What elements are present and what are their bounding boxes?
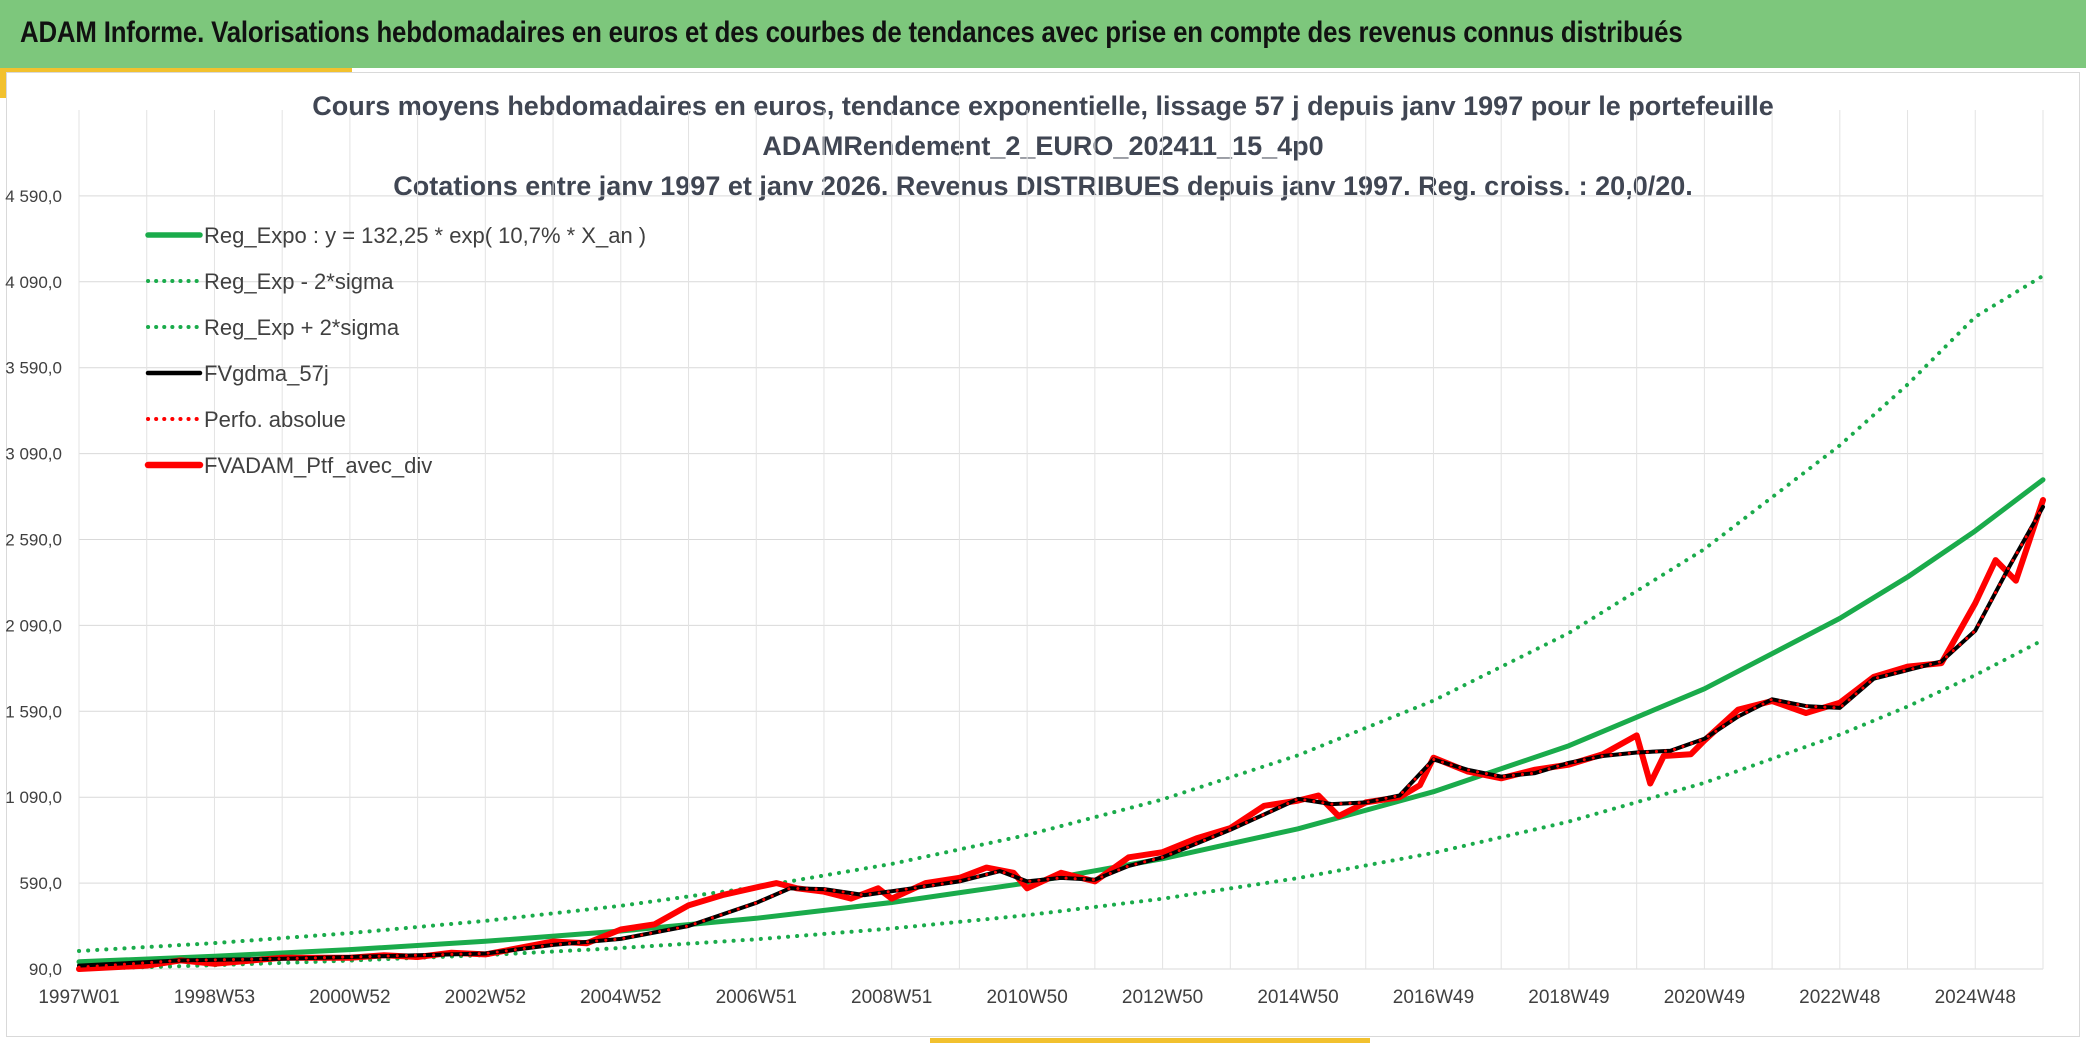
y-tick-label: 1 590,0 [5, 702, 62, 721]
series-line-5 [76, 497, 2046, 972]
legend-label: FVADAM_Ptf_avec_div [204, 453, 432, 478]
x-tick-label: 2024W48 [1935, 987, 2016, 1008]
x-tick-label: 2004W52 [580, 987, 661, 1008]
x-tick-label: 2022W48 [1799, 987, 1880, 1008]
y-tick-label: 3 590,0 [5, 359, 62, 378]
series-line-2 [77, 273, 2045, 953]
y-tick-label: 90,0 [29, 960, 62, 979]
y-tick-label: 4 590,0 [5, 187, 62, 206]
legend-label: Reg_Expo : y = 132,25 * exp( 10,7% * X_a… [204, 223, 646, 248]
y-tick-label: 2 590,0 [5, 531, 62, 550]
x-tick-label: 2014W50 [1257, 987, 1338, 1008]
series-line-4 [77, 505, 2045, 969]
x-tick-label: 2012W50 [1122, 987, 1203, 1008]
x-tick-label: 1997W01 [38, 987, 119, 1008]
y-tick-label: 3 090,0 [5, 445, 62, 464]
accent-strip-top [0, 68, 352, 73]
chart-grid [78, 110, 2044, 970]
y-tick-label: 2 090,0 [5, 616, 62, 635]
accent-strip-bottom [930, 1038, 1370, 1043]
header-bar: ADAM Informe. Valorisations hebdomadaire… [0, 0, 2086, 68]
x-tick-label: 2010W50 [986, 987, 1067, 1008]
x-tick-label: 1998W53 [174, 987, 255, 1008]
legend-label: FVgdma_57j [204, 361, 329, 386]
chart-axis-labels: 90,0 590,0 1 090,0 1 590,0 2 090,0 2 590,0 3 0… [5, 187, 2016, 1008]
y-tick-label: 4 090,0 [5, 273, 62, 292]
x-tick-label: 2002W52 [445, 987, 526, 1008]
legend-label: Reg_Exp + 2*sigma [204, 315, 400, 340]
series-line-3 [77, 504, 2045, 968]
x-tick-label: 2006W51 [716, 987, 797, 1008]
legend-label: Perfo. absolue [204, 407, 346, 432]
chart-series-layer [76, 273, 2046, 972]
series-line-1 [77, 638, 2045, 971]
y-tick-label: 590,0 [19, 874, 62, 893]
accent-strip-left [0, 68, 6, 98]
x-tick-label: 2000W52 [309, 987, 390, 1008]
chart-frame [6, 72, 2080, 1037]
y-tick-label: 1 090,0 [5, 788, 62, 807]
series-line-0 [76, 477, 2046, 965]
legend-label: Reg_Exp - 2*sigma [204, 269, 394, 294]
x-tick-label: 2018W49 [1528, 987, 1609, 1008]
header-title: ADAM Informe. Valorisations hebdomadaire… [20, 16, 1683, 49]
x-tick-label: 2020W49 [1664, 987, 1745, 1008]
chart-title-line-1: Cours moyens hebdomadaires en euros, ten… [312, 91, 1774, 121]
chart-legend: Reg_Expo : y = 132,25 * exp( 10,7% * X_a… [144, 223, 646, 478]
x-tick-label: 2016W49 [1393, 987, 1474, 1008]
x-tick-label: 2008W51 [851, 987, 932, 1008]
